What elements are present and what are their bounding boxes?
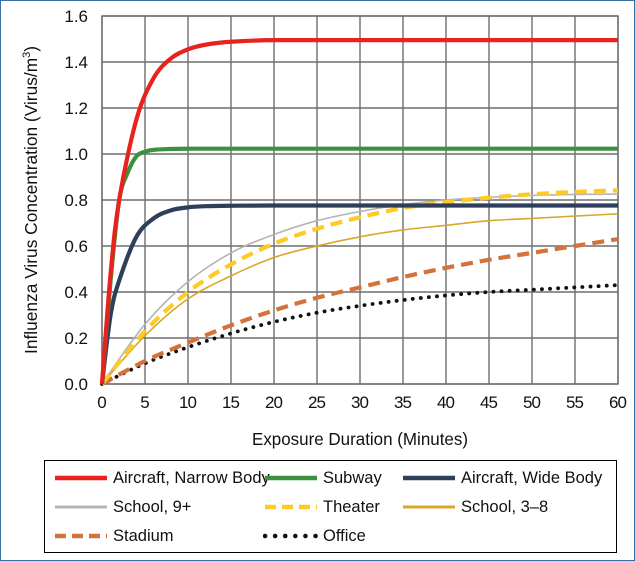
x-tick-label: 15 (222, 393, 240, 412)
y-tick-label: 1.4 (64, 53, 88, 72)
y-tick-label: 0.8 (64, 191, 88, 210)
legend-label: Subway (323, 468, 382, 487)
series-line-school-9 (101, 193, 619, 385)
legend-label: Aircraft, Narrow Body (113, 468, 270, 487)
legend-label: School, 3–8 (461, 497, 549, 516)
x-axis-label: Exposure Duration (Minutes) (252, 429, 468, 449)
x-tick-label: 35 (394, 393, 412, 412)
x-tick-label: 10 (179, 393, 197, 412)
legend-swatch (403, 475, 455, 481)
series-line-office (100, 283, 620, 386)
plot-border (101, 15, 619, 385)
legend: Aircraft, Narrow Body Subway Aircraft, Wid… (44, 460, 617, 553)
x-tick-label: 55 (566, 393, 584, 412)
legend-swatch (55, 475, 107, 481)
x-tick-label: 45 (480, 393, 498, 412)
series-line-theater (100, 188, 619, 386)
y-tick-label: 0.0 (64, 375, 88, 394)
legend-item-stadium: Stadium (53, 524, 174, 548)
x-tick-label: 0 (97, 393, 106, 412)
series-line-school-3-8 (101, 213, 619, 385)
x-tick-label: 5 (140, 393, 149, 412)
legend-label: Theater (323, 497, 380, 516)
legend-item-aircraft-wide-body: Aircraft, Wide Body (401, 466, 602, 490)
y-tick-label: 0.2 (64, 329, 88, 348)
x-tick-label: 40 (437, 393, 455, 412)
legend-swatch (265, 504, 317, 510)
legend-swatch (265, 475, 317, 481)
series-line-aircraft-wide-body (99, 203, 618, 385)
legend-label: Stadium (113, 526, 174, 545)
legend-item-theater: Theater (263, 495, 380, 519)
legend-label: School, 9+ (113, 497, 192, 516)
legend-label: Aircraft, Wide Body (461, 468, 603, 487)
y-tick-label: 1.2 (64, 99, 88, 118)
x-tick-label: 20 (265, 393, 283, 412)
x-tick-label: 25 (308, 393, 326, 412)
y-tick-label: 1.6 (64, 7, 88, 26)
y-tick-label: 1.0 (64, 145, 88, 164)
legend-swatch (403, 505, 455, 509)
series-line-stadium (101, 237, 619, 386)
x-tick-label: 60 (609, 393, 627, 412)
legend-label: Office (323, 526, 366, 545)
legend-swatch (263, 533, 319, 539)
y-tick-label: 0.4 (64, 283, 88, 302)
legend-item-subway: Subway (263, 466, 382, 490)
y-axis-label: Influenza Virus Concentration (Virus/m3) (21, 46, 41, 354)
x-tick-label: 50 (523, 393, 541, 412)
y-tick-label: 0.6 (64, 237, 88, 256)
legend-item-aircraft-narrow-body: Aircraft, Narrow Body (53, 466, 270, 490)
legend-item-school-3-8: School, 3–8 (401, 495, 548, 519)
legend-swatch (55, 533, 107, 539)
legend-item-school-9: School, 9+ (53, 495, 191, 519)
series-line-aircraft-narrow-body (99, 37, 618, 385)
x-tick-label: 30 (351, 393, 369, 412)
legend-item-office: Office (263, 524, 366, 548)
legend-swatch (55, 505, 107, 509)
